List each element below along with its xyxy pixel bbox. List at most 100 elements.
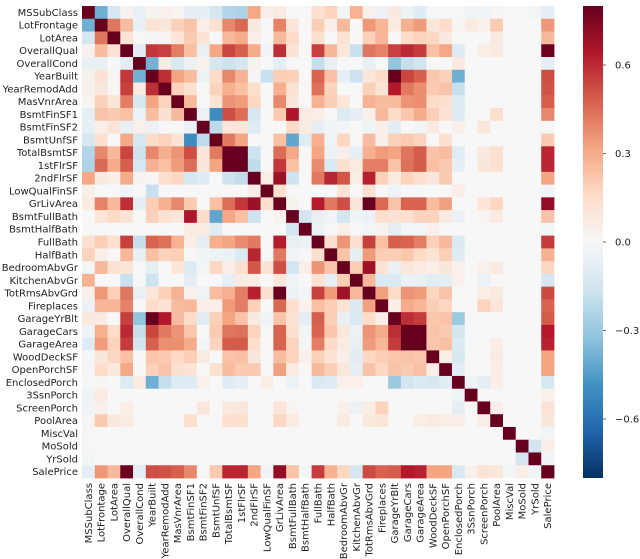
heatmap-cell bbox=[286, 299, 300, 313]
heatmap-cell bbox=[502, 133, 517, 147]
y-tick-label: EnclosedPorch bbox=[6, 378, 78, 389]
heatmap-cell bbox=[337, 286, 351, 300]
heatmap-cell bbox=[451, 439, 466, 453]
heatmap-cell bbox=[477, 210, 491, 224]
heatmap-cell bbox=[362, 210, 376, 224]
heatmap-cell bbox=[541, 439, 555, 453]
heatmap-cell bbox=[413, 197, 427, 211]
heatmap-cell bbox=[337, 133, 351, 147]
heatmap-cell bbox=[273, 414, 287, 428]
heatmap-cell bbox=[477, 108, 491, 122]
heatmap-cell bbox=[235, 388, 249, 402]
heatmap-cell bbox=[82, 18, 96, 32]
heatmap-cell bbox=[413, 273, 427, 288]
heatmap-cell bbox=[400, 299, 415, 313]
heatmap-cell bbox=[107, 146, 121, 160]
heatmap-cell bbox=[158, 210, 172, 224]
heatmap-cell bbox=[120, 171, 134, 185]
heatmap-cell bbox=[349, 120, 364, 134]
heatmap-cell bbox=[209, 286, 223, 300]
heatmap-cell bbox=[490, 465, 504, 479]
heatmap-cell bbox=[222, 31, 236, 45]
heatmap-cell bbox=[413, 222, 427, 237]
heatmap-cell bbox=[324, 108, 338, 122]
heatmap-cell bbox=[439, 273, 453, 288]
heatmap-cell bbox=[413, 350, 427, 364]
heatmap-cell bbox=[298, 69, 313, 83]
heatmap-cell bbox=[362, 44, 376, 58]
heatmap-cell bbox=[515, 312, 529, 326]
heatmap-cell bbox=[349, 108, 364, 122]
heatmap-cell bbox=[158, 248, 172, 262]
heatmap-cell bbox=[196, 222, 210, 237]
heatmap-cell bbox=[171, 184, 185, 198]
x-tick-label: LotArea bbox=[109, 483, 120, 521]
heatmap-cell bbox=[528, 222, 542, 237]
heatmap-cell bbox=[362, 18, 376, 32]
heatmap-cell bbox=[439, 44, 453, 58]
heatmap-cell bbox=[145, 324, 159, 339]
heatmap-cell bbox=[528, 133, 542, 147]
heatmap-cell bbox=[528, 95, 542, 109]
heatmap-cell bbox=[222, 248, 236, 262]
heatmap-cell bbox=[235, 363, 249, 377]
heatmap-cell bbox=[439, 337, 453, 351]
heatmap-cell bbox=[133, 465, 147, 479]
heatmap-cell bbox=[120, 6, 134, 20]
heatmap-cell bbox=[400, 337, 415, 351]
heatmap-cell bbox=[235, 261, 249, 275]
heatmap-cell bbox=[133, 57, 147, 71]
heatmap-cell bbox=[171, 452, 185, 466]
heatmap-cell bbox=[247, 69, 261, 83]
heatmap-cell bbox=[298, 197, 313, 211]
heatmap-cell bbox=[311, 388, 325, 402]
heatmap-cell bbox=[82, 414, 96, 428]
heatmap-cell bbox=[439, 108, 453, 122]
heatmap-cell bbox=[247, 261, 261, 275]
heatmap-cell bbox=[400, 452, 415, 466]
heatmap-cell bbox=[451, 171, 466, 185]
heatmap-cell bbox=[107, 95, 121, 109]
heatmap-cell bbox=[311, 44, 325, 58]
heatmap-cell bbox=[222, 286, 236, 300]
heatmap-cell bbox=[388, 146, 402, 160]
heatmap-cell bbox=[362, 312, 376, 326]
heatmap-cell bbox=[337, 452, 351, 466]
heatmap-cell bbox=[349, 171, 364, 185]
y-tick-label: HalfBath bbox=[35, 250, 78, 261]
heatmap-cell bbox=[375, 350, 389, 364]
y-tick-label: LowQualFinSF bbox=[9, 186, 78, 197]
heatmap-cell bbox=[82, 171, 96, 185]
heatmap-cell bbox=[337, 273, 351, 288]
heatmap-cell bbox=[502, 18, 517, 32]
heatmap-cell bbox=[145, 171, 159, 185]
heatmap-cell bbox=[120, 57, 134, 71]
heatmap-cell bbox=[311, 133, 325, 147]
heatmap-cell bbox=[375, 324, 389, 339]
heatmap-cell bbox=[82, 184, 96, 198]
heatmap-cell bbox=[247, 133, 261, 147]
heatmap-cell bbox=[171, 133, 185, 147]
heatmap-cell bbox=[439, 222, 453, 237]
heatmap-cell bbox=[171, 69, 185, 83]
heatmap-cell bbox=[260, 210, 274, 224]
heatmap-cell bbox=[426, 31, 440, 45]
heatmap-cell bbox=[247, 235, 261, 249]
heatmap-cell bbox=[477, 439, 491, 453]
heatmap-cell bbox=[273, 159, 287, 173]
heatmap-cell bbox=[82, 133, 96, 147]
x-tick-label: EnclosedPorch bbox=[454, 483, 465, 555]
heatmap-cell bbox=[107, 261, 121, 275]
heatmap-cell bbox=[375, 171, 389, 185]
heatmap-cell bbox=[247, 197, 261, 211]
heatmap-cell bbox=[286, 69, 300, 83]
heatmap-cell bbox=[477, 69, 491, 83]
heatmap-cell bbox=[528, 363, 542, 377]
heatmap-cell bbox=[426, 184, 440, 198]
heatmap-cell bbox=[502, 248, 517, 262]
heatmap-cell bbox=[260, 171, 274, 185]
heatmap-cell bbox=[107, 401, 121, 415]
heatmap-cell bbox=[528, 159, 542, 173]
heatmap-cell bbox=[260, 324, 274, 339]
